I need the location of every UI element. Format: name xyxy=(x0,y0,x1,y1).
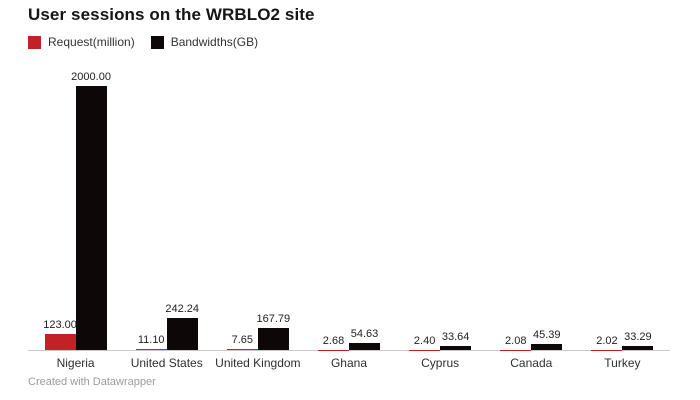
x-axis-line xyxy=(28,350,670,351)
value-label: 45.39 xyxy=(533,329,561,341)
bar-bandwidth[interactable]: 167.79 xyxy=(257,313,290,350)
page-title: User sessions on the WRBLO2 site xyxy=(28,5,315,24)
value-label: 167.79 xyxy=(256,312,291,325)
value-label: 11.10 xyxy=(137,333,165,346)
value-label: 7.65 xyxy=(231,334,254,346)
bar-request[interactable]: 2.68 xyxy=(317,335,349,350)
bar-pair: 7.65 167.79 xyxy=(212,62,303,350)
bar-group: 2.08 45.39 Canada xyxy=(486,62,577,370)
bar-request[interactable]: 2.40 xyxy=(409,335,441,350)
attribution-text: Created with Datawrapper xyxy=(28,376,156,388)
bar-request[interactable]: 11.10 xyxy=(135,334,167,350)
bar-pair: 2.68 54.63 xyxy=(303,62,394,350)
bar-request[interactable]: 7.65 xyxy=(226,334,258,350)
bar-group: 2.40 33.64 Cyprus xyxy=(395,62,486,370)
category-label: United States xyxy=(130,356,203,370)
legend-label-request: Request(million) xyxy=(48,35,135,49)
category-label: Nigeria xyxy=(56,356,95,370)
value-label: 54.63 xyxy=(350,327,379,340)
bar-chart: 123.00 2000.00 Nigeria 11.10 242.24 United St… xyxy=(28,62,670,370)
bar-pair: 2.08 45.39 xyxy=(486,62,577,350)
category-label: Cyprus xyxy=(421,356,460,370)
value-label: 2.68 xyxy=(322,334,345,347)
bar-bandwidth[interactable]: 2000.00 xyxy=(71,71,111,350)
category-label: United Kingdom xyxy=(215,356,301,370)
bar-group: 123.00 2000.00 Nigeria xyxy=(30,62,121,370)
legend-item-bandwidth[interactable]: Bandwidths(GB) xyxy=(150,35,259,49)
value-label: 2.02 xyxy=(596,334,618,347)
bar-group: 2.68 54.63 Ghana xyxy=(303,62,394,370)
bar-bandwidth[interactable]: 242.24 xyxy=(165,303,199,350)
bar-request[interactable]: 2.02 xyxy=(591,335,623,350)
value-label: 2.40 xyxy=(413,334,436,347)
bar-pair: 123.00 2000.00 xyxy=(30,62,121,350)
category-label: Ghana xyxy=(330,356,367,370)
value-label: 33.64 xyxy=(441,330,470,343)
legend-item-request[interactable]: Request(million) xyxy=(28,35,135,49)
bar-request[interactable]: 2.08 xyxy=(500,335,532,350)
value-label: 242.24 xyxy=(165,303,200,315)
bar-bandwidth[interactable]: 33.29 xyxy=(622,331,654,350)
value-label: 2.08 xyxy=(505,334,527,347)
bar-pair: 2.40 33.64 xyxy=(395,62,486,350)
bar-bandwidth[interactable]: 54.63 xyxy=(348,328,380,350)
category-label: Canada xyxy=(510,356,553,370)
bar-group: 11.10 242.24 United States xyxy=(121,62,212,370)
bar-pair: 11.10 242.24 xyxy=(121,62,212,350)
value-label: 123.00 xyxy=(43,318,77,331)
legend-swatch-request-icon xyxy=(28,35,41,49)
value-label: 2000.00 xyxy=(71,71,111,83)
bar-group: 2.02 33.29 Turkey xyxy=(577,62,668,370)
bar-group: 7.65 167.79 United Kingdom xyxy=(212,62,303,370)
bar-pair: 2.02 33.29 xyxy=(577,62,668,350)
legend: Request(million) Bandwidths(GB) xyxy=(28,35,258,49)
plot-area: 123.00 2000.00 Nigeria 11.10 242.24 United St… xyxy=(28,62,670,370)
bar-bandwidth[interactable]: 33.64 xyxy=(440,331,472,350)
bar-bandwidth[interactable]: 45.39 xyxy=(531,329,563,350)
legend-swatch-bandwidth-icon xyxy=(150,35,164,49)
bar-request[interactable]: 123.00 xyxy=(43,319,77,350)
category-label: Turkey xyxy=(604,356,641,370)
legend-label-bandwidth: Bandwidths(GB) xyxy=(170,35,259,49)
value-label: 33.29 xyxy=(624,330,652,343)
